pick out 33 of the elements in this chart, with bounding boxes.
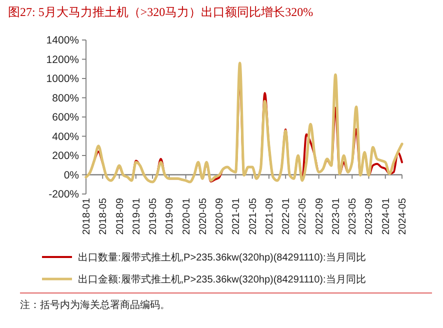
chart-title: 图27: 5月大马力推土机（>320马力）出口额同比增长320%	[8, 5, 314, 19]
y-tick-label: -200%	[48, 188, 79, 201]
y-tick-label: 1200%	[46, 54, 79, 66]
y-tick-label: 1000%	[46, 73, 79, 86]
x-tick-label: 2020-01	[181, 198, 192, 235]
x-tick-label: 2022-09	[314, 198, 326, 235]
y-tick-label: 1400%	[46, 34, 79, 47]
x-tick-label: 2023-09	[364, 198, 376, 235]
x-tick-label: 2021-09	[264, 198, 276, 235]
y-tick-label: 400%	[52, 130, 79, 143]
x-tick-label: 2022-01	[281, 198, 292, 235]
x-tick-label: 2019-09	[164, 198, 176, 235]
x-tick-label: 2018-05	[98, 198, 110, 235]
x-tick-label: 2020-05	[198, 198, 209, 235]
y-tick-label: 200%	[52, 150, 79, 162]
x-tick-label: 2018-01	[82, 198, 92, 235]
x-tick-label: 2024-01	[380, 198, 392, 235]
y-tick-label: 0%	[64, 169, 79, 182]
x-tick-label: 2020-09	[214, 198, 226, 235]
x-tick-label: 2021-01	[231, 198, 242, 235]
x-tick-label: 2023-05	[348, 198, 359, 235]
y-tick-label: 600%	[52, 112, 79, 124]
x-tick-label: 2023-01	[330, 198, 342, 235]
x-tick-label: 2019-01	[131, 198, 142, 235]
text: 注：括号内为海关总署商品编码。	[20, 299, 170, 311]
x-tick-label: 2018-09	[114, 198, 126, 235]
x-tick-label: 2022-05	[298, 198, 309, 235]
x-tick-label: 2021-05	[248, 198, 259, 235]
legend-label: 出口金额:履带式推土机,P>235.36kw(320hp)(84291110):当月同比	[78, 274, 366, 286]
x-tick-label: 2024-05	[398, 198, 408, 235]
legend-label: 出口数量:履带式推土机,P>235.36kw(320hp)(84291110):当月同比	[78, 252, 366, 264]
x-tick-label: 2019-05	[148, 198, 160, 235]
y-tick-label: 800%	[52, 92, 79, 104]
